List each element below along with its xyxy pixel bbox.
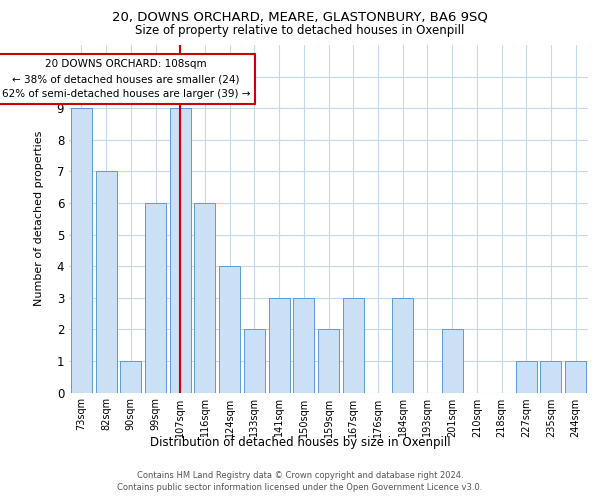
Text: Contains HM Land Registry data © Crown copyright and database right 2024.: Contains HM Land Registry data © Crown c…: [137, 472, 463, 480]
Bar: [194, 203, 215, 392]
Text: Distribution of detached houses by size in Oxenpill: Distribution of detached houses by size …: [149, 436, 451, 449]
Y-axis label: Number of detached properties: Number of detached properties: [34, 131, 44, 306]
Bar: [343, 298, 364, 392]
Bar: [219, 266, 240, 392]
Text: 20, DOWNS ORCHARD, MEARE, GLASTONBURY, BA6 9SQ: 20, DOWNS ORCHARD, MEARE, GLASTONBURY, B…: [112, 11, 488, 24]
Bar: [120, 361, 141, 392]
Bar: [293, 298, 314, 392]
Bar: [95, 172, 116, 392]
Bar: [269, 298, 290, 392]
Bar: [565, 361, 586, 392]
Text: 20 DOWNS ORCHARD: 108sqm
← 38% of detached houses are smaller (24)
62% of semi-d: 20 DOWNS ORCHARD: 108sqm ← 38% of detach…: [2, 59, 250, 99]
Bar: [145, 203, 166, 392]
Text: Size of property relative to detached houses in Oxenpill: Size of property relative to detached ho…: [136, 24, 464, 37]
Bar: [392, 298, 413, 392]
Bar: [541, 361, 562, 392]
Bar: [244, 330, 265, 392]
Text: Contains public sector information licensed under the Open Government Licence v3: Contains public sector information licen…: [118, 483, 482, 492]
Bar: [71, 108, 92, 393]
Bar: [442, 330, 463, 392]
Bar: [516, 361, 537, 392]
Bar: [170, 108, 191, 393]
Bar: [318, 330, 339, 392]
